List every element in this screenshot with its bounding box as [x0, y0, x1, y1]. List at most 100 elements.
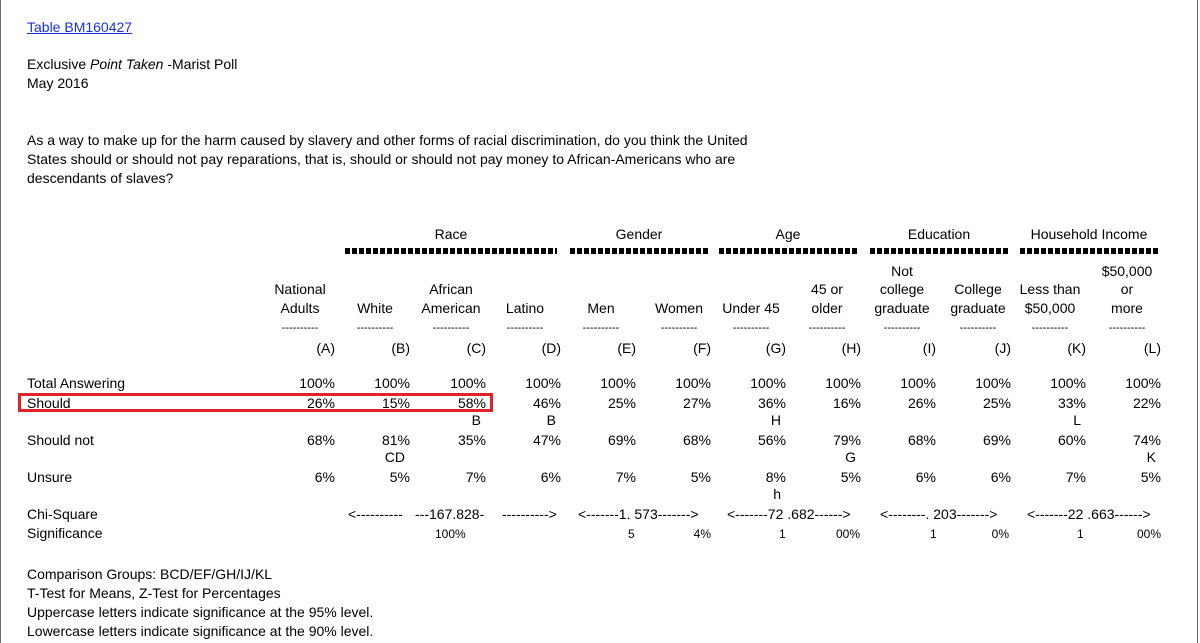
chi-square-label: Chi-Square — [27, 506, 98, 522]
table-cell: 7% — [465, 469, 486, 485]
education-rule — [870, 248, 1008, 254]
table-cell: 22% — [1132, 395, 1161, 411]
footer-line-2: T-Test for Means, Z-Test for Percentages — [27, 585, 281, 601]
column-header-l2: or — [1120, 281, 1134, 297]
row-label: Should not — [27, 432, 94, 448]
significance-letter: B — [546, 412, 556, 428]
should-row-highlight — [18, 393, 493, 412]
column-dashes: ---------- — [281, 322, 319, 334]
table-cell: 60% — [1057, 432, 1086, 448]
sig-education-left: 1 — [930, 527, 937, 541]
table-cell: 25% — [982, 395, 1011, 411]
poll-title-italic: Point Taken — [90, 56, 164, 72]
table-cell: 8% — [765, 469, 786, 485]
table-cell: 26% — [306, 395, 335, 411]
table-cell: 100% — [750, 375, 786, 391]
column-header-l2: College — [954, 281, 1002, 297]
table-cell: 26% — [907, 395, 936, 411]
sig-income-right: 00% — [1136, 527, 1161, 541]
race-rule — [345, 248, 557, 254]
column-header-l3: $50,000 — [1024, 300, 1076, 316]
table-cell: 100% — [900, 375, 936, 391]
column-dashes: ---------- — [959, 322, 997, 334]
footer-line-1: Comparison Groups: BCD/EF/GH/IJ/KL — [27, 566, 273, 582]
row-label: Should — [27, 395, 71, 411]
column-letter: (L) — [1143, 340, 1161, 356]
question-line-1: As a way to make up for the harm caused … — [27, 132, 748, 148]
table-cell: 69% — [982, 432, 1011, 448]
sig-gender-left: 5 — [628, 527, 635, 541]
column-letter: (E) — [617, 340, 636, 356]
table-cell: 15% — [381, 395, 410, 411]
significance-letter: CD — [384, 449, 405, 465]
sig-race: 100% — [435, 527, 466, 541]
group-education: Education — [907, 226, 971, 242]
column-letter: (B) — [391, 340, 410, 356]
column-dashes: ---------- — [808, 322, 846, 334]
table-cell: 6% — [540, 469, 561, 485]
table-cell: 6% — [314, 469, 335, 485]
table-cell: 56% — [757, 432, 786, 448]
table-cell: 46% — [532, 395, 561, 411]
row-label: Total Answering — [27, 375, 126, 391]
column-dashes: ---------- — [660, 322, 698, 334]
chi-income: <-------22 .663------> — [1027, 506, 1151, 522]
table-cell: 68% — [306, 432, 335, 448]
table-cell: 6% — [915, 469, 936, 485]
table-cell: 100% — [1125, 375, 1161, 391]
significance-letter: h — [773, 486, 781, 502]
question-line-2: States should or should not pay reparati… — [27, 151, 736, 167]
chi-education: <--------. 203-------> — [880, 506, 998, 522]
sig-age-left: 1 — [779, 527, 786, 541]
column-letter: (H) — [841, 340, 861, 356]
significance-label: Significance — [27, 525, 103, 541]
table-cell: 100% — [525, 375, 561, 391]
significance-letter: L — [1073, 412, 1081, 428]
column-dashes: ---------- — [883, 322, 921, 334]
table-cell: 25% — [607, 395, 636, 411]
chi-race-right: ----------> — [502, 506, 557, 522]
table-cell: 7% — [615, 469, 636, 485]
table-cell: 100% — [600, 375, 636, 391]
column-letter: (G) — [765, 340, 786, 356]
table-cell: 100% — [450, 375, 486, 391]
question-line-3: descendants of slaves? — [27, 170, 174, 186]
column-letter: (F) — [693, 340, 711, 356]
table-cell: 100% — [825, 375, 861, 391]
sig-age-right: 00% — [835, 527, 860, 541]
significance-letter: G — [845, 449, 856, 465]
table-cell: 5% — [1140, 469, 1161, 485]
poll-title-suffix: -Marist Poll — [163, 56, 238, 72]
column-header-l2: African — [429, 281, 473, 297]
table-cell: 7% — [1065, 469, 1086, 485]
footer-line-4: Lowercase letters indicate significance … — [27, 623, 374, 639]
age-rule — [719, 248, 857, 254]
column-header-l3: Latino — [505, 300, 545, 316]
poll-date: May 2016 — [27, 75, 89, 91]
chi-age: <-------72 .682------> — [727, 506, 851, 522]
significance-letter: K — [1146, 449, 1156, 465]
column-letter: (J) — [994, 340, 1011, 356]
table-link[interactable]: Table BM160427 — [27, 19, 133, 35]
column-header-l3: White — [357, 300, 393, 316]
table-cell: 47% — [532, 432, 561, 448]
column-letter: (D) — [541, 340, 561, 356]
group-gender: Gender — [615, 226, 663, 242]
table-cell: 81% — [381, 432, 410, 448]
table-cell: 100% — [975, 375, 1011, 391]
column-letter: (A) — [316, 340, 335, 356]
column-header-l3: graduate — [950, 300, 1006, 316]
sig-education-right: 0% — [991, 527, 1009, 541]
chi-race-value: ---167.828- — [415, 506, 485, 522]
column-letter: (K) — [1067, 340, 1086, 356]
column-header-l3: Men — [587, 300, 615, 316]
table-cell: 6% — [990, 469, 1011, 485]
table-cell: 35% — [457, 432, 486, 448]
column-header-l3: Under 45 — [722, 300, 780, 316]
table-cell: 16% — [832, 395, 861, 411]
column-header-l3: older — [811, 300, 843, 316]
group-income: Household Income — [1030, 226, 1148, 242]
column-header-l3: Adults — [280, 300, 320, 316]
table-cell: 33% — [1057, 395, 1086, 411]
table-cell: 68% — [682, 432, 711, 448]
